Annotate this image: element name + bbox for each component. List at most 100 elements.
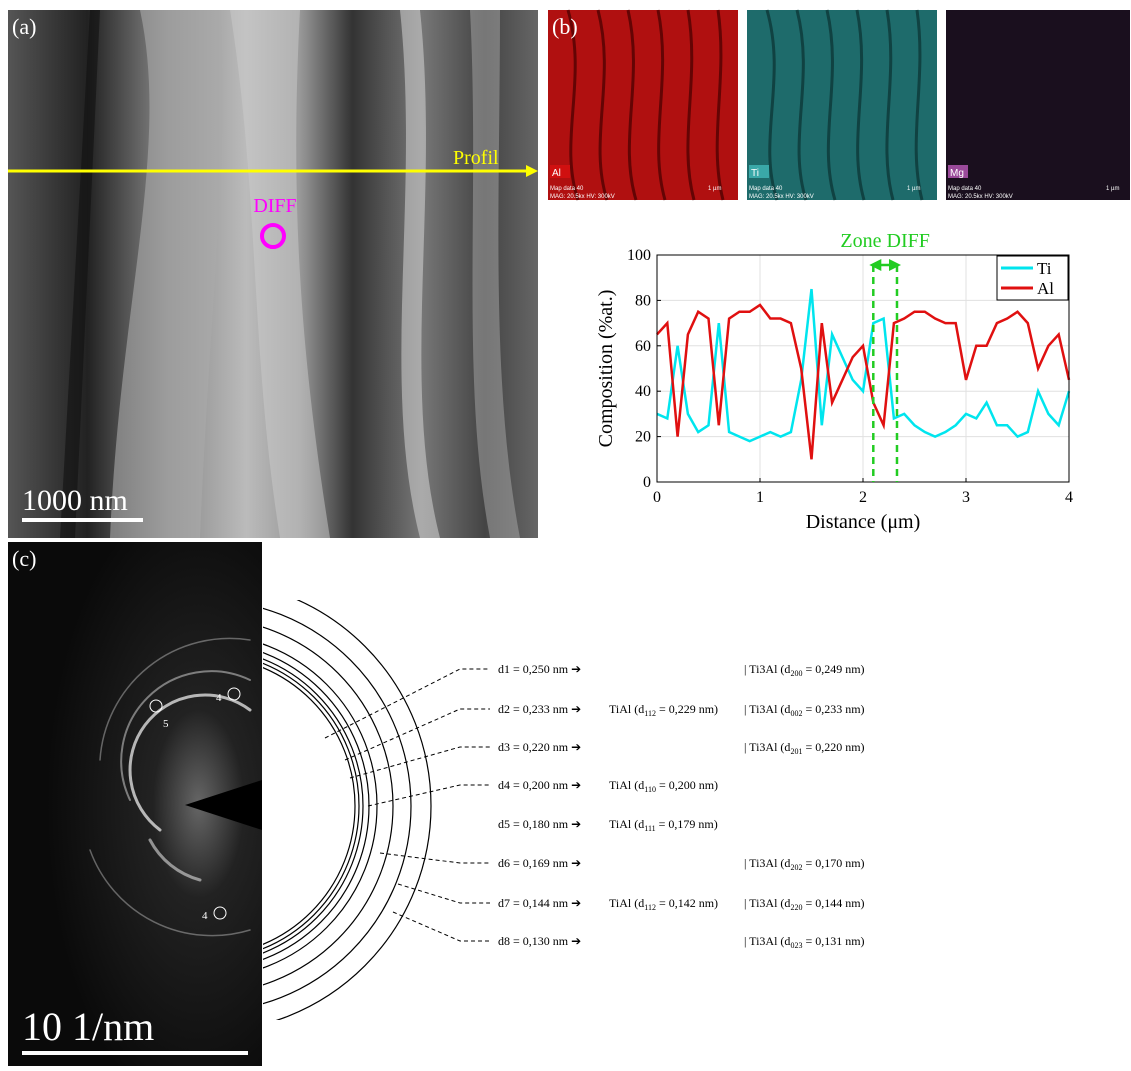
d-spacing: d8 = 0,130 nm ➔ bbox=[498, 934, 581, 948]
phase-text: | Ti3Al (d bbox=[744, 934, 790, 948]
map-info: MAG: 20.5kx HV: 300kV bbox=[550, 194, 615, 200]
plot-frame bbox=[656, 254, 1070, 483]
y-axis-label: Composition (%at.) bbox=[595, 290, 617, 448]
map-scale: 1 µm bbox=[907, 186, 920, 192]
map-info: MAG: 20.5kx HV: 300kV bbox=[749, 194, 814, 200]
ring bbox=[263, 626, 394, 986]
spot-circle bbox=[213, 906, 227, 920]
y-tick-label: 20 bbox=[635, 429, 651, 446]
phase-text: = 0,144 nm) bbox=[802, 896, 864, 910]
phase-text: = 0,179 nm) bbox=[656, 817, 718, 831]
subscript: 202 bbox=[790, 863, 802, 872]
eds-maps: Al Map data 40 MAG: 20.5kx HV: 300kV 1 µm Ti… bbox=[548, 9, 1130, 201]
spot-label: 4 bbox=[216, 692, 222, 704]
legend-box bbox=[996, 255, 1069, 301]
y-tick-label: 80 bbox=[635, 292, 651, 309]
legend-label: Al bbox=[1037, 279, 1054, 298]
phase-text: TiAl (d bbox=[609, 896, 644, 910]
diff-circle bbox=[260, 223, 286, 249]
map-info: MAG: 20.5kx HV: 300kV bbox=[948, 194, 1013, 200]
annotation: Zone DIFF bbox=[840, 230, 929, 252]
scale-label: 1000 nm bbox=[22, 484, 128, 517]
map-info: Map data 40 bbox=[749, 186, 783, 192]
leader-line bbox=[379, 852, 490, 864]
phase-text: = 0,233 nm) bbox=[802, 702, 864, 716]
map-element: Ti bbox=[751, 168, 759, 179]
ring bbox=[263, 607, 412, 1005]
subscript: 110 bbox=[644, 785, 656, 794]
map-image bbox=[747, 10, 937, 200]
map-tag bbox=[948, 165, 968, 178]
ring bbox=[263, 662, 360, 950]
ti3al-phase: | Ti3Al (d220 = 0,144 nm) bbox=[744, 896, 865, 912]
map-streak bbox=[686, 9, 696, 201]
arrow-head bbox=[526, 165, 538, 177]
panel-label: (a) bbox=[12, 14, 36, 39]
y-tick-label: 0 bbox=[643, 474, 651, 491]
subscript: 201 bbox=[790, 747, 802, 756]
leader-line bbox=[392, 911, 490, 942]
leader-line bbox=[324, 668, 490, 739]
map-streak bbox=[825, 9, 837, 201]
phase-text: = 0,249 nm) bbox=[802, 662, 864, 676]
ti3al-phase: | Ti3Al (d023 = 0,131 nm) bbox=[744, 934, 865, 950]
scale-label: 10 1/nm bbox=[22, 1004, 154, 1049]
x-tick-label: 3 bbox=[962, 489, 970, 506]
phase-text: = 0,200 nm) bbox=[656, 778, 718, 792]
map-element: Mg bbox=[950, 168, 964, 179]
tial-phase: TiAl (d111 = 0,179 nm) bbox=[609, 817, 718, 833]
series-line bbox=[656, 288, 1071, 443]
map-image bbox=[548, 10, 738, 200]
map-streak bbox=[566, 9, 580, 201]
beam-stop bbox=[185, 780, 262, 830]
d-spacing: d2 = 0,233 nm ➔ bbox=[498, 702, 581, 716]
map-tag bbox=[550, 165, 570, 178]
arrow-head bbox=[869, 259, 882, 271]
spot-label: 5 bbox=[163, 718, 169, 730]
subscript: 112 bbox=[644, 709, 656, 718]
y-tick-label: 60 bbox=[635, 338, 651, 355]
phase-text: | Ti3Al (d bbox=[744, 740, 790, 754]
subscript: 220 bbox=[790, 903, 802, 912]
phase-text: TiAl (d bbox=[609, 778, 644, 792]
tem-image bbox=[8, 10, 538, 538]
phase-text: = 0,229 nm) bbox=[656, 702, 718, 716]
map-streak bbox=[765, 9, 779, 201]
legend-label: Ti bbox=[1037, 259, 1052, 278]
d-spacing: d4 = 0,200 nm ➔ bbox=[498, 778, 581, 792]
map-streak bbox=[795, 9, 808, 201]
spot-label: 4 bbox=[202, 910, 208, 922]
d-spacing: d5 = 0,180 nm ➔ bbox=[498, 817, 581, 831]
phase-text: | Ti3Al (d bbox=[744, 662, 790, 676]
tial-phase: TiAl (d112 = 0,229 nm) bbox=[609, 702, 718, 718]
d-spacing: d6 = 0,169 nm ➔ bbox=[498, 856, 581, 870]
map-streak bbox=[855, 9, 866, 201]
x-tick-label: 4 bbox=[1065, 489, 1073, 506]
phase-text: = 0,142 nm) bbox=[656, 896, 718, 910]
series-line bbox=[656, 303, 1071, 460]
map-streak bbox=[914, 9, 924, 201]
subscript: 112 bbox=[644, 903, 656, 912]
arrow-head bbox=[888, 259, 901, 271]
ti3al-phase: | Ti3Al (d202 = 0,170 nm) bbox=[744, 856, 865, 872]
panel-label: (b) bbox=[552, 14, 578, 39]
phase-text: | Ti3Al (d bbox=[744, 896, 790, 910]
d-spacing: d1 = 0,250 nm ➔ bbox=[498, 662, 581, 676]
d-spacing-list: d1 = 0,250 nm ➔ | Ti3Al (d200 = 0,249 nm)… bbox=[324, 662, 865, 950]
map-image bbox=[946, 10, 1130, 200]
map-streak bbox=[715, 9, 725, 201]
subscript: 023 bbox=[790, 941, 802, 950]
ti3al-phase: | Ti3Al (d201 = 0,220 nm) bbox=[744, 740, 865, 756]
map-tag bbox=[749, 165, 769, 178]
map-element: Al bbox=[552, 168, 561, 179]
tial-phase: TiAl (d110 = 0,200 nm) bbox=[609, 778, 718, 794]
phase-text: | Ti3Al (d bbox=[744, 702, 790, 716]
x-axis-label: Distance (μm) bbox=[806, 511, 921, 533]
subscript: 002 bbox=[790, 709, 802, 718]
map-info: Map data 40 bbox=[550, 186, 584, 192]
leader-line bbox=[349, 746, 490, 779]
x-tick-label: 1 bbox=[756, 489, 764, 506]
ring bbox=[263, 658, 364, 954]
